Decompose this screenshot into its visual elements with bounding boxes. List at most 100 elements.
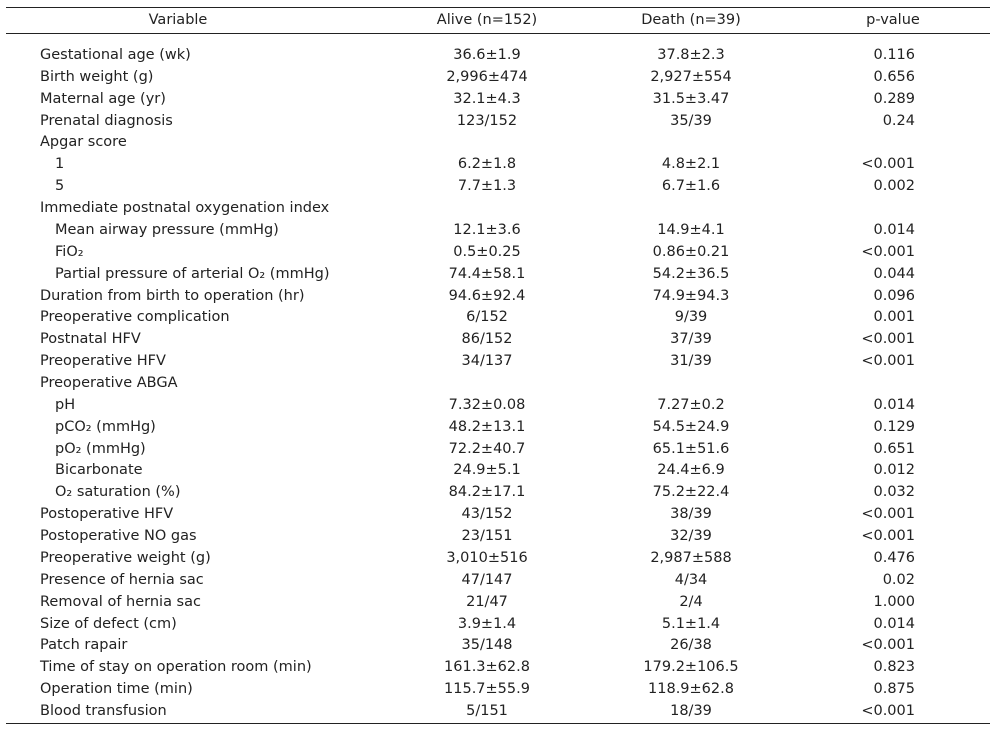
sub-variable: Bicarbonate	[55, 462, 143, 479]
variable: Patch rapair	[40, 637, 128, 654]
death-value: 18/39	[670, 703, 712, 719]
sub-variable: pO₂ (mmHg)	[55, 440, 146, 457]
p-value: 0.116	[873, 47, 915, 63]
p-value: 0.002	[873, 178, 915, 195]
death-value: 118.9±62.8	[648, 681, 734, 698]
death-value: 24.4±6.9	[657, 462, 725, 479]
variable: Prenatal diagnosis	[40, 112, 173, 129]
variable: Preoperative complication	[40, 309, 230, 326]
death-value: 54.5±24.9	[652, 418, 730, 435]
variable: Immediate postnatal oxygenation index	[40, 200, 330, 217]
death-value: 74.9±94.3	[652, 287, 730, 304]
column-header: Variable	[148, 12, 208, 28]
death-value: 26/38	[670, 637, 712, 654]
alive-value: 35/148	[461, 637, 513, 654]
p-value: 0.24	[882, 112, 915, 129]
sub-variable: Partial pressure of arterial O₂ (mmHg)	[55, 265, 330, 282]
p-value: 0.651	[873, 440, 915, 457]
death-value: 179.2±106.5	[643, 659, 739, 676]
alive-value: 2,996±474	[446, 68, 528, 85]
p-value: 0.289	[873, 90, 915, 107]
p-value: <0.001	[861, 156, 915, 173]
variable: Preoperative HFV	[40, 353, 166, 370]
alive-value: 3,010±516	[446, 549, 528, 566]
death-value: 4.8±2.1	[661, 156, 721, 173]
alive-value: 6.2±1.8	[457, 156, 517, 173]
alive-value: 86/152	[461, 331, 513, 348]
p-value: <0.001	[861, 243, 915, 260]
death-value: 14.9±4.1	[657, 221, 725, 238]
death-value: 37/39	[670, 331, 712, 348]
variable: Birth weight (g)	[40, 68, 154, 85]
death-value: 4/34	[674, 571, 708, 588]
death-value: 54.2±36.5	[652, 265, 730, 282]
alive-value: 43/152	[461, 506, 513, 523]
p-value: 0.032	[873, 484, 915, 501]
bottom-rule	[6, 723, 990, 724]
p-value: <0.001	[861, 528, 915, 545]
header-rule	[6, 33, 990, 34]
sub-variable: 1	[55, 156, 65, 173]
sub-variable: 5	[55, 178, 65, 195]
variable: Maternal age (yr)	[40, 90, 166, 107]
p-value: 0.014	[873, 396, 915, 413]
death-value: 2,927±554	[650, 68, 732, 85]
variable: Operation time (min)	[40, 681, 193, 698]
p-value: 1.000	[873, 593, 915, 610]
p-value: 0.014	[873, 615, 915, 632]
p-value: <0.001	[861, 331, 915, 348]
death-value: 75.2±22.4	[652, 484, 730, 501]
alive-value: 161.3±62.8	[444, 659, 530, 676]
variable: Apgar score	[40, 134, 127, 151]
p-value: 0.044	[873, 265, 915, 282]
alive-value: 36.6±1.9	[453, 47, 521, 63]
variable: Postnatal HFV	[40, 331, 141, 348]
death-value: 37.8±2.3	[657, 47, 725, 63]
sub-variable: Mean airway pressure (mmHg)	[55, 221, 279, 238]
sub-variable: pH	[55, 396, 76, 413]
variable: Preoperative weight (g)	[40, 549, 211, 566]
p-value: <0.001	[861, 703, 915, 719]
alive-value: 21/47	[466, 593, 508, 610]
variable: Blood transfusion	[40, 703, 167, 719]
alive-value: 115.7±55.9	[444, 681, 530, 698]
column-header: Alive (n=152)	[436, 12, 538, 28]
alive-value: 7.7±1.3	[457, 178, 517, 195]
column-header: p-value	[866, 12, 920, 28]
alive-value: 5/151	[466, 703, 508, 719]
p-value: 0.476	[873, 549, 915, 566]
alive-value: 84.2±17.1	[448, 484, 526, 501]
variable: Removal of hernia sac	[40, 593, 201, 610]
alive-value: 24.9±5.1	[453, 462, 521, 479]
variable: Duration from birth to operation (hr)	[40, 287, 305, 304]
sub-variable: O₂ saturation (%)	[55, 484, 181, 501]
column-header: Death (n=39)	[641, 12, 741, 28]
alive-value: 23/151	[461, 528, 513, 545]
alive-value: 48.2±13.1	[448, 418, 526, 435]
alive-value: 94.6±92.4	[448, 287, 526, 304]
death-value: 31/39	[670, 353, 712, 370]
alive-value: 0.5±0.25	[453, 243, 521, 260]
p-value: 0.02	[882, 571, 915, 588]
variable: Gestational age (wk)	[40, 47, 191, 63]
p-value: <0.001	[861, 353, 915, 370]
variable: Time of stay on operation room (min)	[40, 659, 312, 676]
p-value: <0.001	[861, 637, 915, 654]
variable: Presence of hernia sac	[40, 571, 204, 588]
death-value: 38/39	[670, 506, 712, 523]
alive-value: 74.4±58.1	[448, 265, 526, 282]
alive-value: 3.9±1.4	[457, 615, 517, 632]
death-value: 2,987±588	[650, 549, 732, 566]
death-value: 0.86±0.21	[652, 243, 730, 260]
alive-value: 72.2±40.7	[448, 440, 526, 457]
sub-variable: FiO₂	[55, 243, 84, 260]
p-value: 0.014	[873, 221, 915, 238]
death-value: 2/4	[679, 593, 703, 610]
p-value: 0.823	[873, 659, 915, 676]
alive-value: 32.1±4.3	[453, 90, 521, 107]
death-value: 32/39	[670, 528, 712, 545]
death-value: 35/39	[670, 112, 712, 129]
variable: Size of defect (cm)	[40, 615, 177, 632]
variable: Preoperative ABGA	[40, 375, 178, 391]
